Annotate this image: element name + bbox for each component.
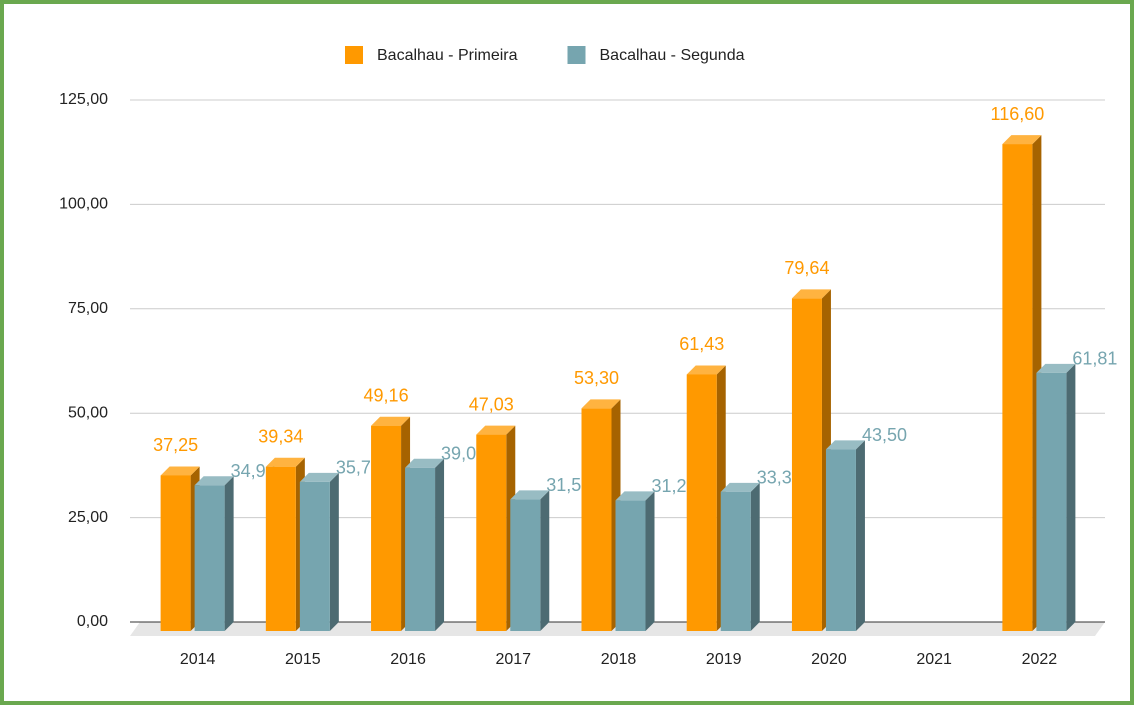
bar-side xyxy=(329,472,339,631)
x-tick-label: 2020 xyxy=(811,651,847,668)
bar-top xyxy=(299,472,339,482)
bar-side xyxy=(435,458,445,631)
legend-swatch xyxy=(567,46,586,64)
value-label: 79,64 xyxy=(784,258,829,278)
legend-swatch xyxy=(345,46,363,64)
value-label: 43,50 xyxy=(862,425,907,445)
bar-front xyxy=(581,408,612,631)
bar-top xyxy=(371,416,411,426)
value-label: 116,60 xyxy=(991,104,1045,124)
value-label: 34,90 xyxy=(231,461,276,481)
bar-front xyxy=(299,481,330,631)
bar xyxy=(194,476,234,631)
x-tick-label: 2016 xyxy=(390,651,426,668)
bar xyxy=(1036,363,1076,631)
value-label: 31,52 xyxy=(546,475,591,495)
x-tick-label: 2022 xyxy=(1022,651,1058,668)
bar-front xyxy=(265,466,296,631)
bar xyxy=(581,399,621,631)
x-tick-label: 2018 xyxy=(601,651,637,668)
bar-front xyxy=(615,500,646,631)
bar xyxy=(299,472,339,631)
value-label: 49,16 xyxy=(364,385,409,405)
value-label: 39,34 xyxy=(258,426,303,446)
legend-label: Bacalhau - Primeira xyxy=(377,47,518,64)
y-tick-label: 50,00 xyxy=(68,404,108,421)
bar-front xyxy=(825,449,856,631)
bar-top xyxy=(1036,363,1076,373)
x-tick-label: 2017 xyxy=(495,651,531,668)
bar-top xyxy=(160,466,200,476)
bar-top xyxy=(194,476,234,486)
bar xyxy=(720,482,760,631)
value-label: 61,81 xyxy=(1072,349,1117,369)
x-tick-label: 2021 xyxy=(916,651,952,668)
bar-top xyxy=(476,425,516,435)
bar-side xyxy=(1066,363,1076,631)
bar-front xyxy=(1036,372,1067,631)
bar xyxy=(1002,135,1042,631)
bar xyxy=(476,425,516,631)
bar-front xyxy=(371,425,402,631)
y-tick-label: 75,00 xyxy=(68,300,108,317)
value-label: 35,70 xyxy=(336,458,381,478)
bar-front xyxy=(720,491,751,631)
bar-top xyxy=(1002,135,1042,145)
bar-front xyxy=(791,298,822,631)
bar-top xyxy=(615,491,655,501)
bar-top xyxy=(581,399,621,409)
y-tick-label: 100,00 xyxy=(59,196,108,213)
x-tick-label: 2015 xyxy=(285,651,321,668)
bar-side xyxy=(645,491,655,631)
value-label: 53,30 xyxy=(574,368,619,388)
y-tick-label: 25,00 xyxy=(68,509,108,526)
bar xyxy=(405,458,445,631)
bar xyxy=(791,289,831,631)
bar-top xyxy=(791,289,831,299)
bar-top xyxy=(405,458,445,468)
bar-front xyxy=(194,485,225,631)
bar-top xyxy=(720,482,760,492)
bar xyxy=(510,490,550,631)
bar-side xyxy=(540,490,550,631)
bar-front xyxy=(510,499,541,631)
bar-front xyxy=(476,434,507,631)
y-tick-label: 125,00 xyxy=(59,91,108,108)
bar xyxy=(615,491,655,631)
bar-front xyxy=(686,374,717,631)
value-label: 31,27 xyxy=(652,476,697,496)
value-label: 37,25 xyxy=(153,435,198,455)
x-tick-label: 2019 xyxy=(706,651,742,668)
y-tick-label: 0,00 xyxy=(77,613,108,630)
legend-label: Bacalhau - Segunda xyxy=(600,47,745,64)
value-label: 33,32 xyxy=(757,468,802,488)
bar-front xyxy=(160,475,191,631)
bar xyxy=(686,365,726,631)
value-label: 47,03 xyxy=(469,394,514,414)
bar-side xyxy=(750,482,760,631)
bar xyxy=(371,416,411,631)
bar-top xyxy=(825,440,865,450)
bar-top xyxy=(265,457,305,467)
value-label: 61,43 xyxy=(679,334,724,354)
x-tick-label: 2014 xyxy=(180,651,216,668)
bar-top xyxy=(686,365,726,375)
bar-top xyxy=(510,490,550,500)
bar-front xyxy=(405,467,436,631)
bar-side xyxy=(855,440,865,631)
value-label: 39,09 xyxy=(441,444,486,464)
bar-side xyxy=(224,476,234,631)
bar xyxy=(160,466,200,631)
bar xyxy=(825,440,865,631)
bar-front xyxy=(1002,144,1033,631)
bar xyxy=(265,457,305,631)
